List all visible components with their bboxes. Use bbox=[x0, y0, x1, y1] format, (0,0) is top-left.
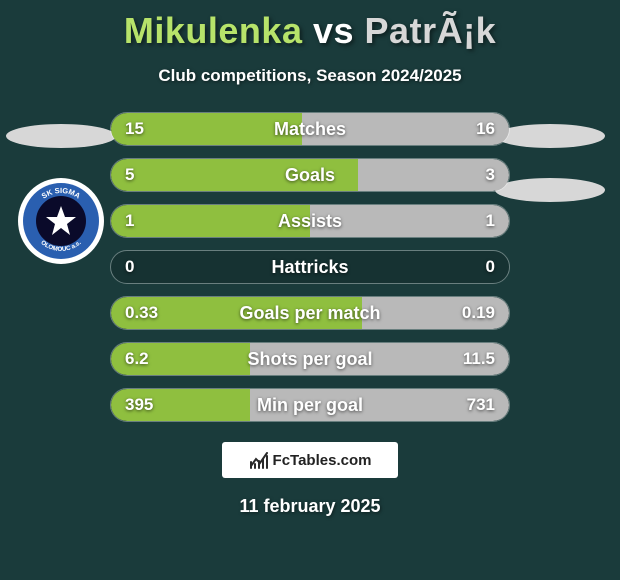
stat-row: 15 16Matches bbox=[110, 112, 510, 146]
stat-label: Hattricks bbox=[111, 251, 509, 283]
stat-label: Assists bbox=[111, 205, 509, 237]
stat-value-right: 16 bbox=[462, 113, 509, 145]
player2-oval-bottom bbox=[495, 178, 605, 202]
stat-value-left: 395 bbox=[111, 389, 167, 421]
club-logo: SK SIGMA OLOMOUC a.s. bbox=[18, 178, 104, 264]
stat-row: 5 3Goals bbox=[110, 158, 510, 192]
stat-label: Min per goal bbox=[111, 389, 509, 421]
brand-text: FcTables.com bbox=[273, 452, 372, 469]
stat-row: 395 731Min per goal bbox=[110, 388, 510, 422]
chart-icon bbox=[249, 450, 269, 470]
stat-bars: 15 16Matches 5 3Goals 1 1Assists 0 0Hattricks 0.… bbox=[110, 112, 510, 434]
stat-value-left: 6.2 bbox=[111, 343, 163, 375]
stat-row: 0.330.19Goals per match bbox=[110, 296, 510, 330]
stat-value-left: 5 bbox=[111, 159, 148, 191]
comparison-title: Mikulenka vs PatrÃ¡k bbox=[0, 0, 620, 52]
stat-value-right: 0 bbox=[472, 251, 509, 283]
player1-name: Mikulenka bbox=[124, 10, 303, 51]
subtitle: Club competitions, Season 2024/2025 bbox=[0, 66, 620, 86]
player2-name: PatrÃ¡k bbox=[365, 10, 497, 51]
stat-value-right: 0.19 bbox=[448, 297, 509, 329]
player1-oval bbox=[6, 124, 116, 148]
stat-value-left: 1 bbox=[111, 205, 148, 237]
stat-label: Goals bbox=[111, 159, 509, 191]
stat-label: Matches bbox=[111, 113, 509, 145]
brand-badge: FcTables.com bbox=[222, 442, 398, 478]
player2-oval-top bbox=[495, 124, 605, 148]
date-label: 11 february 2025 bbox=[0, 496, 620, 517]
stat-row: 1 1Assists bbox=[110, 204, 510, 238]
vs-label: vs bbox=[313, 10, 354, 51]
stat-row: 0 0Hattricks bbox=[110, 250, 510, 284]
stat-value-left: 0 bbox=[111, 251, 148, 283]
stat-value-left: 15 bbox=[111, 113, 158, 145]
stat-value-right: 11.5 bbox=[449, 343, 509, 375]
stat-row: 6.211.5Shots per goal bbox=[110, 342, 510, 376]
stat-value-left: 0.33 bbox=[111, 297, 172, 329]
stat-value-right: 731 bbox=[453, 389, 509, 421]
stat-value-right: 1 bbox=[472, 205, 509, 237]
stat-value-right: 3 bbox=[472, 159, 509, 191]
